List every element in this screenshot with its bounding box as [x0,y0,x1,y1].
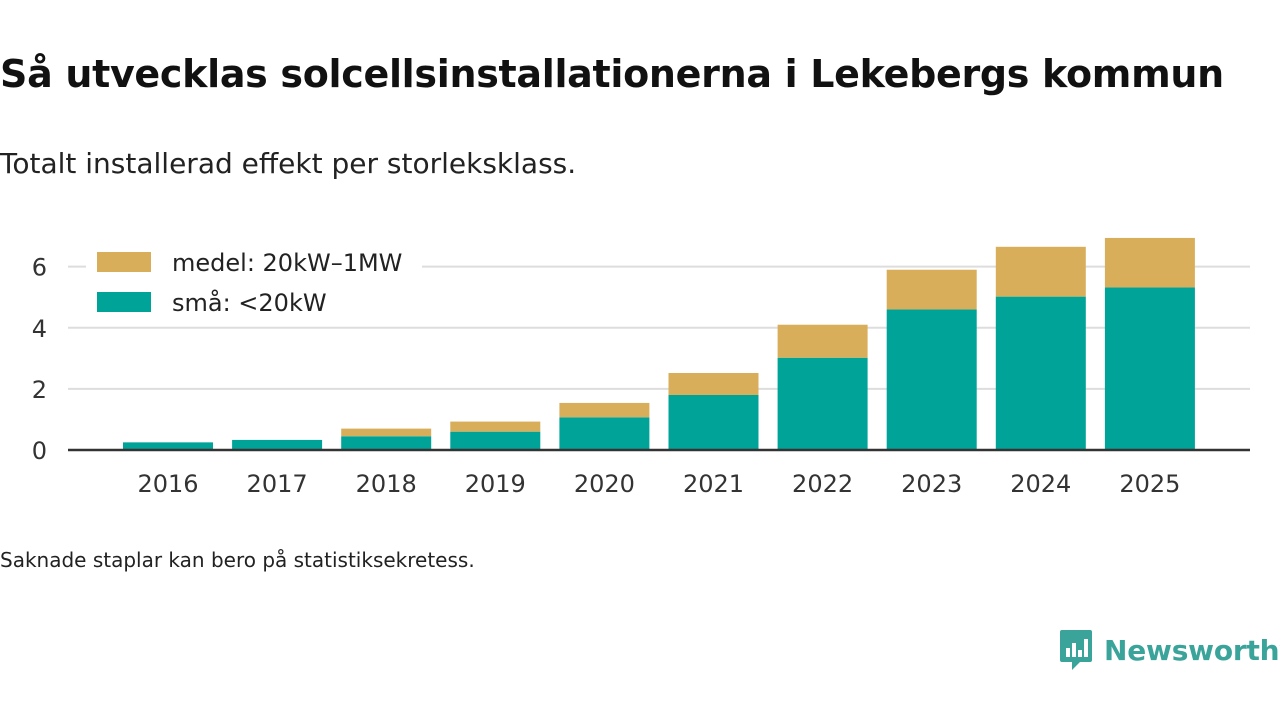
legend-swatch [97,252,151,272]
x-tick-label: 2023 [901,470,962,498]
stacked-bar-chart: 0 2 4 6 2016 2017 2018 2019 2020 2021 2022 2023 2024… [32,237,1250,498]
bar-small-2023 [886,309,977,450]
bar-medium-2019 [450,421,541,432]
bar-small-2021 [668,395,759,450]
newsworthy-logo-icon [1060,630,1092,670]
bar-small-2025 [1104,287,1195,450]
y-tick-label: 2 [32,376,47,404]
x-tick-label: 2019 [465,470,526,498]
x-tick-label: 2024 [1010,470,1071,498]
bar-small-2016 [123,442,213,450]
bar-medium-2018 [341,428,432,437]
legend-swatch [97,292,151,312]
chart-subtitle: Totalt installerad effekt per storlekskl… [0,147,577,180]
bar-small-2024 [995,296,1086,450]
y-tick-label: 6 [32,254,47,282]
bar-small-2017 [232,439,323,450]
bar-small-2018 [341,436,432,450]
x-tick-label: 2017 [247,470,308,498]
bar-medium-2022 [777,324,868,358]
bar-small-2019 [450,431,541,450]
x-tick-label: 2016 [137,470,198,498]
footnote: Saknade staplar kan bero på statistiksek… [0,548,475,572]
x-tick-label: 2021 [683,470,744,498]
bar-medium-2023 [886,269,977,310]
legend-label: medel: 20kW–1MW [172,249,402,277]
y-tick-label: 4 [32,315,47,343]
bar-medium-2025 [1104,237,1195,288]
legend-label: små: <20kW [172,288,327,317]
bar-small-2020 [559,417,650,450]
chart-title: Så utvecklas solcellsinstallationerna i … [0,52,1224,96]
x-tick-label: 2020 [574,470,635,498]
bar-medium-2021 [668,373,759,395]
newsworthy-logo[interactable]: Newsworthy [1058,628,1280,672]
bar-medium-2024 [995,246,1086,297]
newsworthy-brand: Newsworthy [1104,633,1280,667]
x-tick-label: 2018 [356,470,417,498]
x-tick-label: 2022 [792,470,853,498]
bar-medium-2020 [559,402,650,418]
y-tick-label: 0 [32,437,47,465]
bar-small-2022 [777,357,868,450]
x-tick-label: 2025 [1119,470,1180,498]
